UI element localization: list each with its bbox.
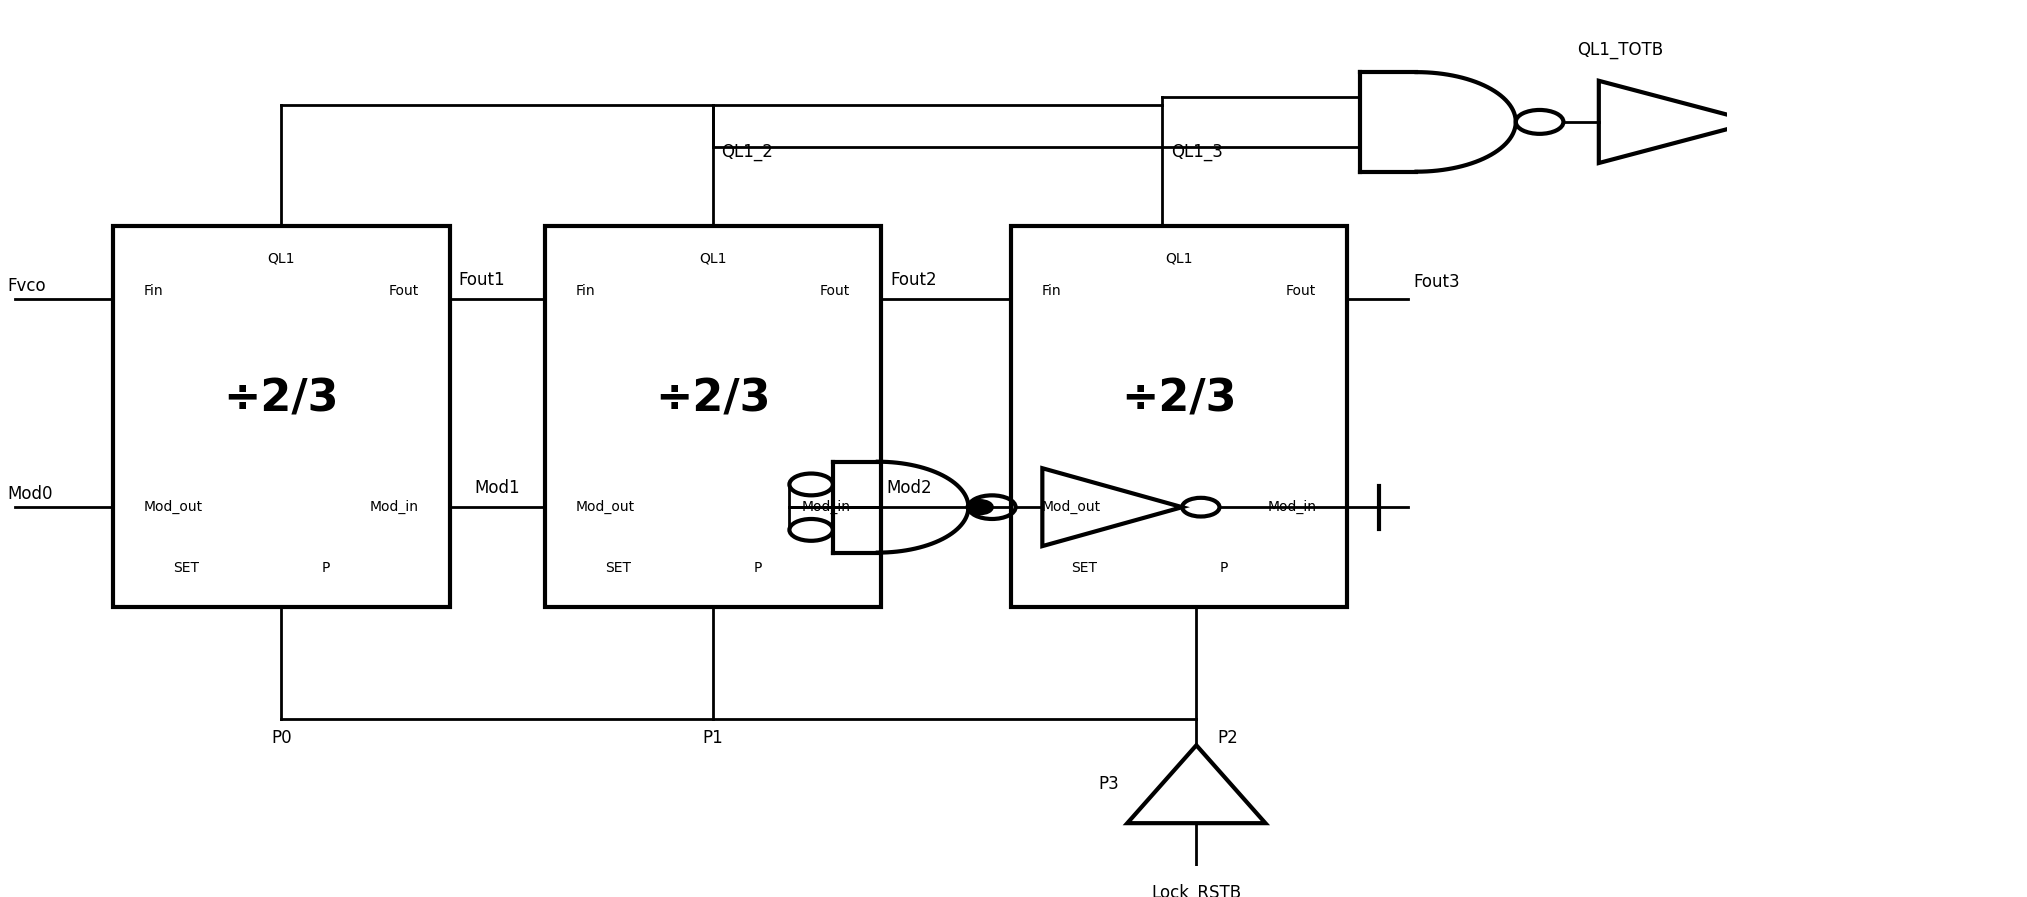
Text: Mod_out: Mod_out <box>1042 501 1101 514</box>
Text: Fout: Fout <box>1285 283 1316 298</box>
Text: P: P <box>1220 561 1228 575</box>
Text: Fout1: Fout1 <box>458 271 505 290</box>
Text: Fin: Fin <box>1042 283 1062 298</box>
Text: Mod_in: Mod_in <box>1267 501 1316 514</box>
Text: QL1_3: QL1_3 <box>1172 144 1222 161</box>
Text: Fout: Fout <box>389 283 418 298</box>
Text: P2: P2 <box>1216 729 1238 747</box>
Text: QL1: QL1 <box>1166 252 1192 266</box>
Text: Mod_in: Mod_in <box>369 501 418 514</box>
Text: P3: P3 <box>1099 775 1119 793</box>
Circle shape <box>1755 115 1784 129</box>
Text: P1: P1 <box>703 729 724 747</box>
Text: QL1: QL1 <box>268 252 296 266</box>
Circle shape <box>1970 115 2001 129</box>
Text: Mod2: Mod2 <box>886 479 932 497</box>
Bar <box>1011 226 1348 606</box>
Text: Fout3: Fout3 <box>1413 273 1459 291</box>
Text: SET: SET <box>1070 561 1097 575</box>
Text: QL1_2: QL1_2 <box>722 144 774 161</box>
Text: SET: SET <box>604 561 630 575</box>
Bar <box>114 226 450 606</box>
Text: Mod_out: Mod_out <box>144 501 203 514</box>
Text: Mod1: Mod1 <box>474 479 519 497</box>
Text: Mod_in: Mod_in <box>801 501 849 514</box>
Text: P0: P0 <box>272 729 292 747</box>
Text: ÷2/3: ÷2/3 <box>655 378 770 421</box>
Text: Lock_RSTB: Lock_RSTB <box>1151 884 1241 897</box>
Text: QL1: QL1 <box>699 252 726 266</box>
Text: SET: SET <box>174 561 199 575</box>
Circle shape <box>967 501 991 513</box>
Text: Mod0: Mod0 <box>8 485 53 503</box>
Text: ÷2/3: ÷2/3 <box>1121 378 1236 421</box>
Text: QL1_TOTB: QL1_TOTB <box>1577 41 1664 59</box>
Text: ÷2/3: ÷2/3 <box>223 378 339 421</box>
Text: Fin: Fin <box>576 283 596 298</box>
Text: Mod_out: Mod_out <box>576 501 634 514</box>
Text: P: P <box>322 561 330 575</box>
Text: Fout: Fout <box>821 283 849 298</box>
Bar <box>545 226 882 606</box>
Text: Fvco: Fvco <box>8 277 47 295</box>
Text: Fin: Fin <box>144 283 164 298</box>
Text: Fout2: Fout2 <box>890 271 936 290</box>
Text: P: P <box>754 561 762 575</box>
